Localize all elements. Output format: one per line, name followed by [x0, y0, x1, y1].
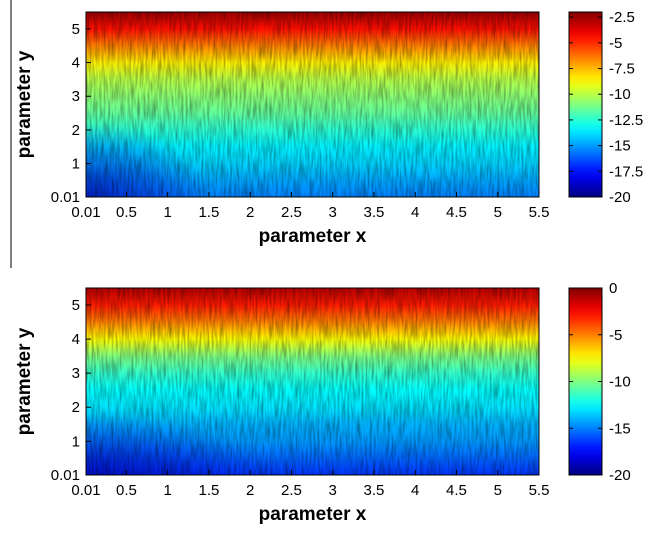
x-tick-label: 5 [494, 204, 502, 221]
x-tick-label: 4.5 [446, 482, 467, 499]
x-tick-label: 2.5 [281, 482, 302, 499]
panel-1-texture [86, 12, 539, 197]
panel-2-colorbar [568, 287, 603, 476]
y-axis-label: parameter y [14, 327, 35, 435]
colorbar-tick-label: -7.5 [609, 61, 635, 78]
x-tick-label: 1.5 [199, 482, 220, 499]
y-tick-label: 1 [72, 433, 80, 450]
y-tick-label: 4 [72, 55, 80, 72]
colorbar-tick-label: 0 [609, 280, 617, 297]
y-tick-label: 2 [72, 122, 80, 139]
y-tick-label: 5 [72, 297, 80, 314]
x-tick-label: 0.01 [71, 204, 100, 221]
x-tick-label: 3 [329, 482, 337, 499]
x-tick-label: 3.5 [364, 482, 385, 499]
x-tick-label: 4 [411, 482, 419, 499]
x-tick-label: 2 [246, 482, 254, 499]
x-axis-label: parameter x [259, 504, 367, 525]
x-tick-label: 4.5 [446, 204, 467, 221]
x-tick-label: 3 [329, 204, 337, 221]
x-tick-label: 3.5 [364, 204, 385, 221]
x-tick-label: 2 [246, 204, 254, 221]
y-axis-label: parameter y [14, 50, 35, 158]
x-tick-label: 1 [164, 204, 172, 221]
colorbar-tick-label: -12.5 [609, 112, 643, 129]
colorbar-tick-label: -10 [609, 86, 631, 103]
panel-1-colorbar [568, 11, 603, 198]
y-tick-label: 3 [72, 365, 80, 382]
x-tick-label: 0.5 [116, 482, 137, 499]
x-tick-label: 0.01 [71, 482, 100, 499]
panel-1-group: 0.01 0.5 1 1.5 2 2.5 3 3.5 4 4.5 5 5.5 0.01 1 2 3 4 5 para… [14, 9, 643, 247]
colorbar-tick-label: -5 [609, 327, 622, 344]
x-axis-label: parameter x [259, 226, 367, 247]
panel-2-texture [86, 288, 539, 475]
y-tick-label: 2 [72, 399, 80, 416]
colorbar-tick-label: -20 [609, 467, 631, 484]
x-tick-label: 5 [494, 482, 502, 499]
panel-1-axes-frame [85, 11, 540, 198]
colorbar-tick-label: -17.5 [609, 163, 643, 180]
colorbar-tick-label: -2.5 [609, 9, 635, 26]
x-tick-label: 5.5 [529, 482, 550, 499]
y-tick-label: 1 [72, 156, 80, 173]
colorbar-tick-label: -5 [609, 35, 622, 52]
x-tick-label: 5.5 [529, 204, 550, 221]
y-tick-label: 4 [72, 331, 80, 348]
x-tick-label: 4 [411, 204, 419, 221]
y-tick-label: 0.01 [51, 467, 80, 484]
y-tick-label: 0.01 [51, 189, 80, 206]
colorbar-tick-label: -15 [609, 138, 631, 155]
x-tick-label: 1.5 [199, 204, 220, 221]
y-tick-label: 3 [72, 88, 80, 105]
colorbar-tick-label: -20 [609, 189, 631, 206]
colorbar-tick-label: -15 [609, 420, 631, 437]
x-tick-label: 1 [164, 482, 172, 499]
colorbar-tick-label: -10 [609, 374, 631, 391]
panel-2-axes-frame [85, 287, 540, 476]
panel-2-group: 0.01 0.5 1 1.5 2 2.5 3 3.5 4 4.5 5 5.5 0.01 1 2 3 4 5 para… [14, 280, 631, 525]
x-tick-label: 0.5 [116, 204, 137, 221]
x-tick-label: 2.5 [281, 204, 302, 221]
y-tick-label: 5 [72, 21, 80, 38]
